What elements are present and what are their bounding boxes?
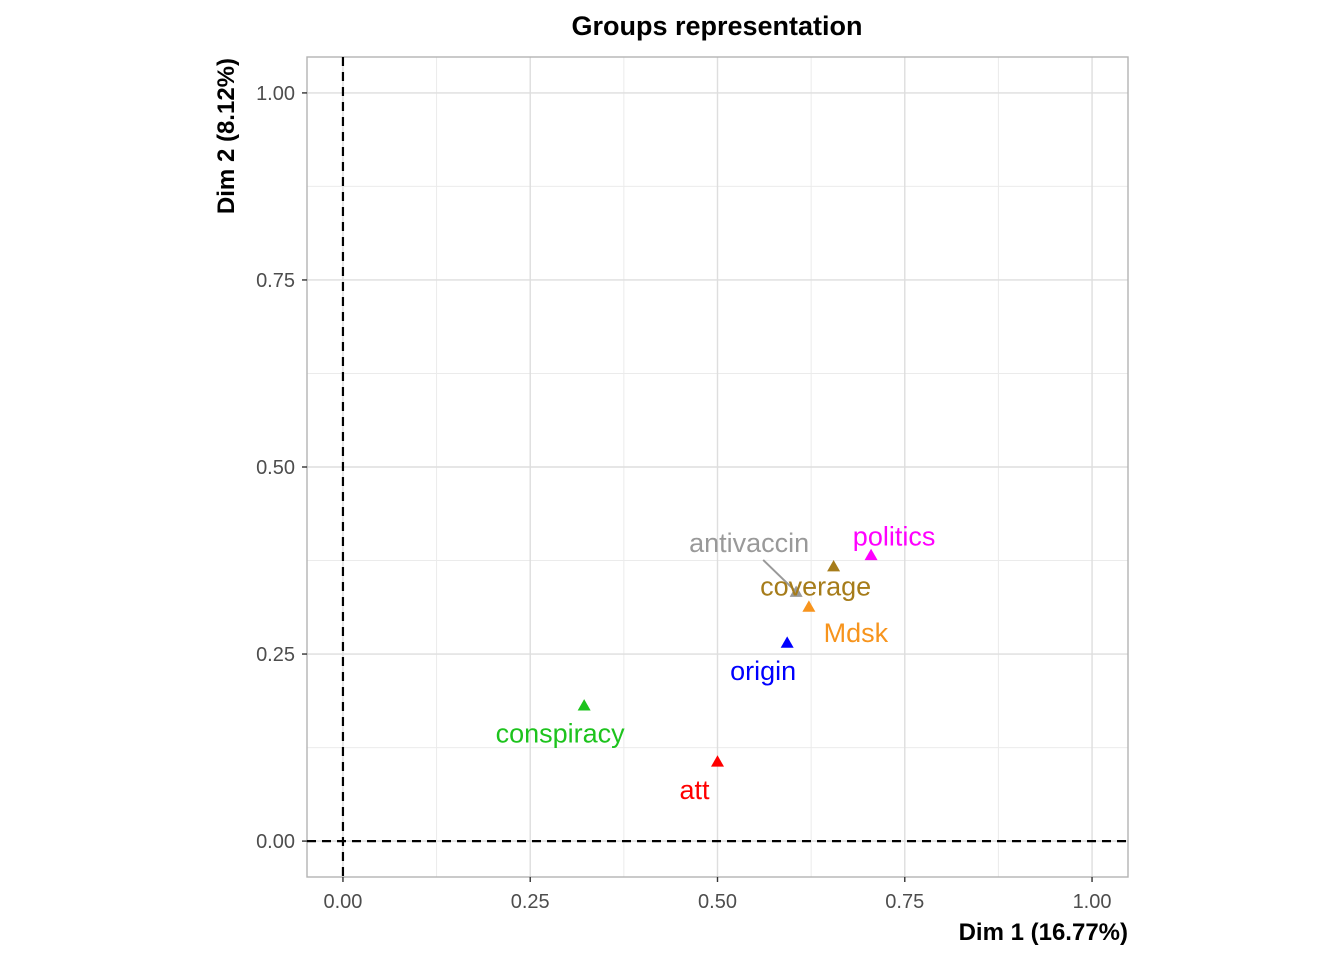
y-tick-label: 0.50 — [256, 457, 295, 479]
point-marker-mdsk — [802, 600, 816, 612]
chart-title: Groups representation — [571, 11, 862, 41]
point-labels: politics antivaccin coverage Mdsk origin cons… — [496, 521, 936, 804]
point-label-conspiracy: conspiracy — [496, 719, 626, 749]
x-tick-label: 0.25 — [511, 891, 550, 913]
point-marker-origin — [780, 636, 794, 648]
reference-lines — [307, 57, 1128, 877]
point-label-origin: origin — [730, 656, 796, 686]
x-axis-title: Dim 1 (16.77%) — [959, 919, 1128, 946]
y-tick-label: 0.25 — [256, 644, 295, 666]
x-tick-label: 1.00 — [1073, 891, 1112, 913]
point-marker-politics — [864, 548, 878, 561]
x-tick-label: 0.00 — [323, 891, 362, 913]
point-marker-att — [711, 755, 724, 767]
x-tick-label: 0.75 — [885, 891, 924, 913]
point-marker-antivaccin — [789, 585, 803, 597]
x-tick-label: 0.50 — [698, 891, 737, 913]
y-axis-title: Dim 2 (8.12%) — [213, 58, 240, 214]
points — [577, 548, 878, 767]
point-label-att: att — [679, 775, 710, 805]
leader-line-antivaccin — [762, 559, 795, 591]
point-label-coverage: coverage — [760, 572, 871, 602]
y-tick-label: 0.75 — [256, 270, 295, 292]
axis-ticks: 0.00 0.25 0.50 0.75 1.00 0.00 0.25 0.50 0.75 1.00 — [256, 83, 1111, 913]
point-label-antivaccin: antivaccin — [689, 528, 809, 558]
y-tick-label: 0.00 — [256, 831, 295, 853]
point-marker-coverage — [827, 560, 841, 572]
point-marker-conspiracy — [577, 699, 591, 711]
point-label-mdsk: Mdsk — [824, 618, 889, 648]
y-tick-label: 1.00 — [256, 83, 295, 105]
point-label-politics: politics — [853, 521, 936, 551]
